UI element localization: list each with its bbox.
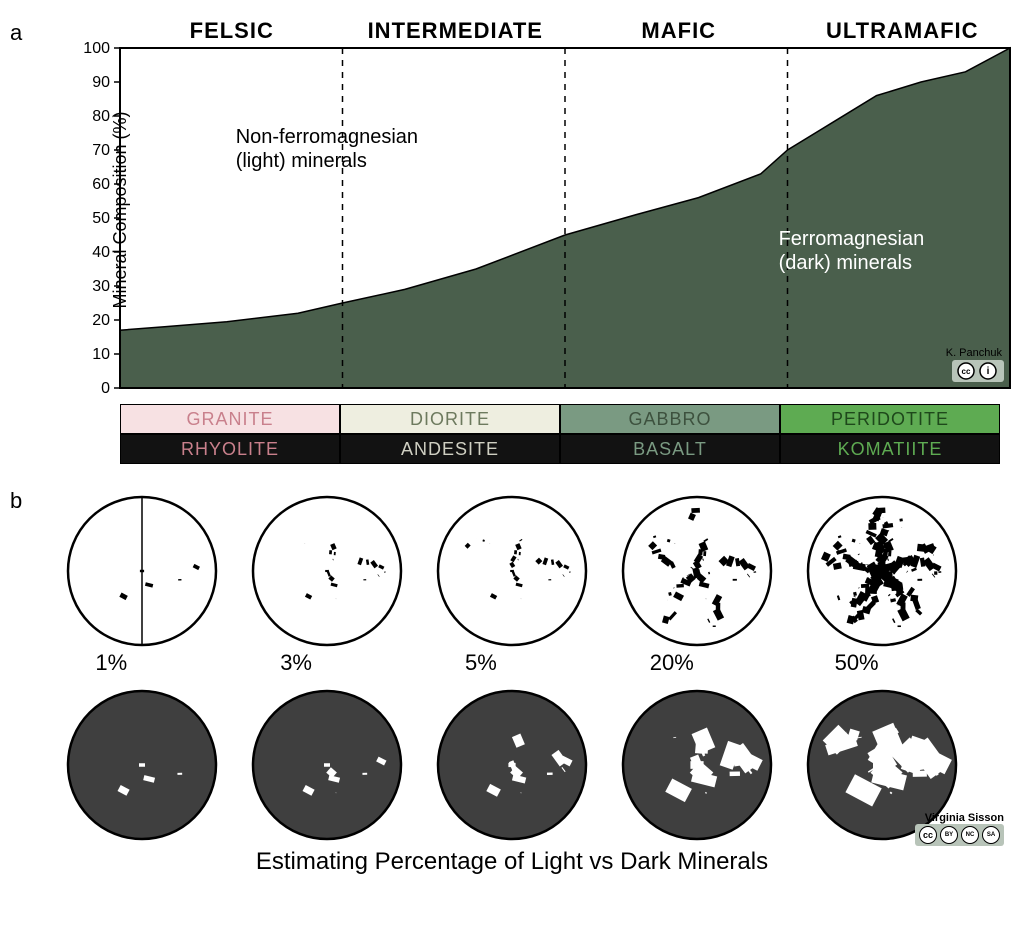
light-circle-1%: 1%: [65, 494, 219, 676]
dark-circle-3%: [250, 688, 404, 842]
svg-text:Non-ferromagnesian: Non-ferromagnesian: [236, 126, 418, 148]
header-felsic: FELSIC: [120, 18, 344, 44]
svg-text:30: 30: [92, 278, 110, 295]
rock-cell-gabbro: GABBRO: [560, 404, 780, 434]
nc-icon: NC: [961, 826, 979, 844]
svg-text:Ferromagnesian: Ferromagnesian: [779, 228, 925, 250]
header-ultramafic: ULTRAMAFIC: [791, 18, 1015, 44]
panel-b-attribution: Virginia Sisson cc BY NC SA: [915, 812, 1004, 846]
svg-text:100: 100: [83, 40, 110, 57]
dark-circle-20%: [620, 688, 774, 842]
svg-text:40: 40: [92, 244, 110, 261]
svg-text:K. Panchuk: K. Panchuk: [946, 347, 1003, 359]
header-intermediate: INTERMEDIATE: [344, 18, 568, 44]
cc-badge-b: cc BY NC SA: [915, 824, 1004, 846]
y-axis-label: Mineral Composition (%): [110, 111, 131, 308]
svg-text:cc: cc: [962, 367, 971, 376]
cc-icon: cc: [919, 826, 937, 844]
light-circles-row: 1% 3% 5% 20% 50%: [50, 494, 974, 676]
composition-chart: FELSIC INTERMEDIATE MAFIC ULTRAMAFIC Min…: [60, 20, 1014, 400]
rock-cell-peridotite: PERIDOTITE: [780, 404, 1000, 434]
svg-text:50: 50: [92, 210, 110, 227]
rock-cell-komatiite: KOMATIITE: [780, 434, 1000, 464]
chart-svg: 0 10 20 30 40 50 60 70 80 90 100 Non-ferromagnesian…: [60, 20, 1020, 400]
svg-text:10: 10: [92, 346, 110, 363]
by-icon: BY: [940, 826, 958, 844]
pct-label-2: 5%: [465, 650, 589, 676]
pct-label-0: 1%: [95, 650, 219, 676]
pct-label-1: 3%: [280, 650, 404, 676]
svg-text:(light) minerals: (light) minerals: [236, 150, 367, 172]
extrusive-row: RHYOLITEANDESITEBASALTKOMATIITE: [120, 434, 1000, 464]
svg-text:70: 70: [92, 142, 110, 159]
light-circle-5%: 5%: [435, 494, 589, 676]
rock-cell-basalt: BASALT: [560, 434, 780, 464]
dark-circle-5%: [435, 688, 589, 842]
rock-cell-rhyolite: RHYOLITE: [120, 434, 340, 464]
svg-text:0: 0: [101, 380, 110, 397]
pct-label-4: 50%: [835, 650, 959, 676]
light-circle-20%: 20%: [620, 494, 774, 676]
panel-a-label: a: [10, 20, 22, 46]
svg-text:20: 20: [92, 312, 110, 329]
light-circle-3%: 3%: [250, 494, 404, 676]
rock-cell-andesite: ANDESITE: [340, 434, 560, 464]
rock-name-table: GRANITEDIORITEGABBROPERIDOTITERHYOLITEAN…: [120, 404, 1000, 464]
pct-label-3: 20%: [650, 650, 774, 676]
light-circle-50%: 50%: [805, 494, 959, 676]
svg-text:60: 60: [92, 176, 110, 193]
rock-cell-diorite: DIORITE: [340, 404, 560, 434]
svg-text:i: i: [987, 366, 990, 377]
intrusive-row: GRANITEDIORITEGABBROPERIDOTITE: [120, 404, 1000, 434]
header-mafic: MAFIC: [567, 18, 791, 44]
rock-cell-granite: GRANITE: [120, 404, 340, 434]
attribution-name-b: Virginia Sisson: [915, 812, 1004, 824]
dark-circle-1%: [65, 688, 219, 842]
panel-b-caption: Estimating Percentage of Light vs Dark M…: [10, 848, 1014, 876]
svg-text:90: 90: [92, 74, 110, 91]
dark-circles-row: [50, 688, 974, 842]
composition-headers: FELSIC INTERMEDIATE MAFIC ULTRAMAFIC: [120, 18, 1014, 44]
svg-text:80: 80: [92, 108, 110, 125]
svg-text:(dark) minerals: (dark) minerals: [779, 252, 912, 274]
panel-b-label: b: [10, 488, 22, 514]
sa-icon: SA: [982, 826, 1000, 844]
